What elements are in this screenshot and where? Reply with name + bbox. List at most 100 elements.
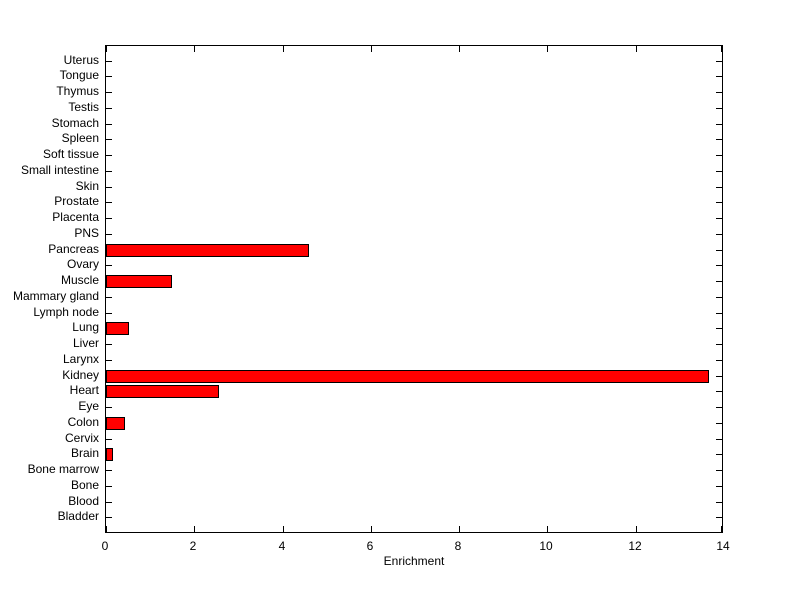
axis-tick: [716, 328, 722, 329]
y-axis-label-cervix: Cervix: [64, 431, 99, 445]
bar-pancreas: [106, 244, 309, 257]
axis-tick: [459, 526, 460, 532]
axis-tick: [716, 187, 722, 188]
axis-tick: [194, 526, 195, 532]
axis-tick: [106, 155, 112, 156]
axis-tick: [106, 92, 112, 93]
axis-tick: [716, 139, 722, 140]
axis-tick: [716, 454, 722, 455]
y-axis-label-heart: Heart: [69, 383, 99, 397]
axis-tick: [106, 61, 112, 62]
axis-tick: [106, 502, 112, 503]
x-tick-label-14: 14: [716, 539, 730, 553]
axis-tick: [716, 407, 722, 408]
axis-tick: [106, 171, 112, 172]
axis-tick: [636, 526, 637, 532]
axis-tick: [716, 391, 722, 392]
axis-tick: [721, 526, 722, 532]
axis-tick: [716, 423, 722, 424]
axis-tick: [106, 297, 112, 298]
bar-kidney: [106, 370, 709, 383]
x-tick-label-4: 4: [278, 539, 286, 553]
axis-tick: [371, 526, 372, 532]
axis-tick: [716, 376, 722, 377]
axis-tick: [106, 360, 112, 361]
axis-tick: [106, 234, 112, 235]
axis-tick: [106, 202, 112, 203]
y-axis-label-soft-tissue: Soft tissue: [42, 147, 99, 161]
axis-tick: [716, 360, 722, 361]
axis-tick: [106, 76, 112, 77]
axis-tick: [106, 470, 112, 471]
axis-tick: [194, 46, 195, 52]
axis-tick: [716, 202, 722, 203]
axis-tick: [106, 344, 112, 345]
axis-tick: [459, 46, 460, 52]
axis-tick: [283, 46, 284, 52]
y-axis-label-eye: Eye: [78, 399, 99, 413]
axis-tick: [716, 517, 722, 518]
axis-tick: [716, 218, 722, 219]
y-axis-label-larynx: Larynx: [62, 352, 99, 366]
y-axis-label-pns: PNS: [74, 226, 99, 240]
bar-lung: [106, 322, 129, 335]
x-tick-label-2: 2: [189, 539, 197, 553]
y-axis-label-blood: Blood: [68, 494, 99, 508]
axis-tick: [716, 124, 722, 125]
axis-tick: [106, 187, 112, 188]
axis-tick: [547, 46, 548, 52]
axis-tick: [716, 486, 722, 487]
plot-area: [105, 45, 723, 533]
axis-tick: [716, 439, 722, 440]
axis-tick: [106, 526, 107, 532]
y-axis-label-thymus: Thymus: [56, 84, 99, 98]
y-axis-label-lymph-node: Lymph node: [33, 305, 99, 319]
y-axis-label-colon: Colon: [67, 415, 99, 429]
axis-tick: [106, 517, 112, 518]
axis-tick: [716, 171, 722, 172]
bar-colon: [106, 417, 125, 430]
y-axis-label-stomach: Stomach: [51, 116, 99, 130]
y-axis-label-bladder: Bladder: [57, 509, 99, 523]
y-axis-label-bone: Bone: [70, 478, 99, 492]
axis-tick: [106, 124, 112, 125]
axis-tick: [106, 108, 112, 109]
axis-tick: [716, 234, 722, 235]
axis-tick: [106, 486, 112, 487]
bar-muscle: [106, 275, 172, 288]
axis-tick: [716, 313, 722, 314]
axis-tick: [716, 108, 722, 109]
y-axis-label-placenta: Placenta: [52, 210, 99, 224]
axis-tick: [716, 281, 722, 282]
axis-tick: [721, 46, 722, 52]
x-tick-label-10: 10: [539, 539, 553, 553]
axis-tick: [716, 61, 722, 62]
axis-tick: [106, 313, 112, 314]
y-axis-label-tongue: Tongue: [59, 68, 99, 82]
y-axis-label-brain: Brain: [70, 446, 99, 460]
y-axis-label-ovary: Ovary: [66, 257, 99, 271]
axis-tick: [716, 344, 722, 345]
axis-tick: [106, 46, 107, 52]
y-axis-label-uterus: Uterus: [63, 53, 99, 67]
x-tick-label-6: 6: [366, 539, 374, 553]
axis-tick: [716, 92, 722, 93]
y-axis-label-lung: Lung: [72, 320, 99, 334]
x-tick-label-8: 8: [454, 539, 462, 553]
y-axis-label-kidney: Kidney: [62, 368, 99, 382]
y-axis-label-liver: Liver: [72, 336, 99, 350]
axis-tick: [716, 470, 722, 471]
y-axis-label-small-intestine: Small intestine: [20, 163, 99, 177]
x-axis-title: Enrichment: [383, 554, 445, 568]
axis-tick: [716, 155, 722, 156]
axis-tick: [716, 76, 722, 77]
axis-tick: [371, 46, 372, 52]
axis-tick: [106, 265, 112, 266]
y-axis-label-muscle: Muscle: [60, 273, 99, 287]
bar-heart: [106, 385, 219, 398]
y-axis-label-spleen: Spleen: [61, 131, 99, 145]
y-axis-label-bone-marrow: Bone marrow: [27, 462, 99, 476]
axis-tick: [283, 526, 284, 532]
y-axis-label-pancreas: Pancreas: [48, 242, 99, 256]
